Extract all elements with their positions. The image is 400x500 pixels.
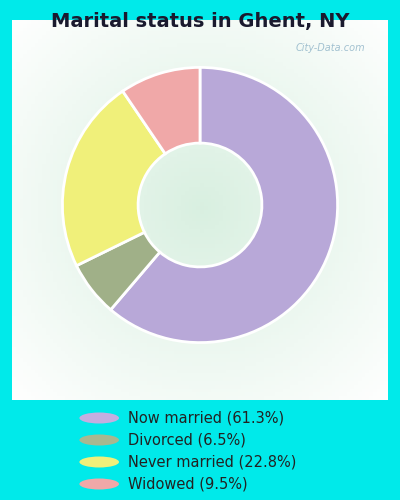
Text: Divorced (6.5%): Divorced (6.5%) — [128, 432, 246, 448]
Circle shape — [79, 456, 119, 468]
Wedge shape — [123, 68, 200, 154]
Text: City-Data.com: City-Data.com — [296, 44, 365, 54]
Circle shape — [79, 434, 119, 446]
Wedge shape — [76, 232, 160, 310]
Circle shape — [79, 412, 119, 424]
Circle shape — [79, 478, 119, 490]
Text: Now married (61.3%): Now married (61.3%) — [128, 410, 284, 426]
Text: Marital status in Ghent, NY: Marital status in Ghent, NY — [51, 12, 349, 32]
Wedge shape — [111, 68, 338, 342]
Wedge shape — [62, 91, 165, 266]
Text: Never married (22.8%): Never married (22.8%) — [128, 454, 296, 469]
Text: Widowed (9.5%): Widowed (9.5%) — [128, 476, 248, 492]
